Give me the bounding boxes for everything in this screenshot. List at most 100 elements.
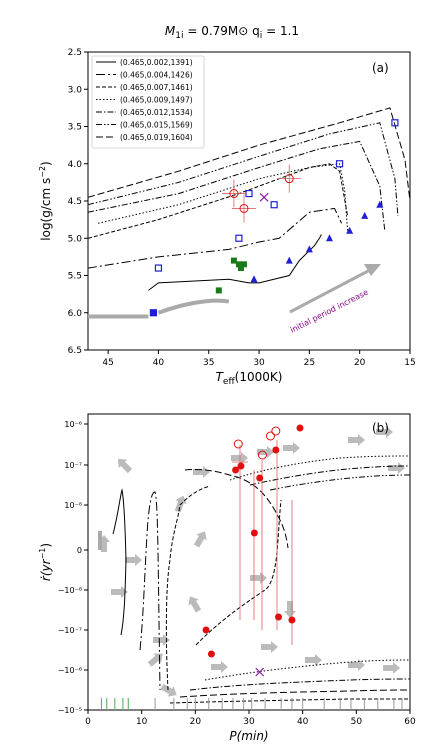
b-track-dotted — [229, 455, 411, 481]
x-tick-label: 45 — [102, 358, 113, 368]
blue-square-marker — [245, 189, 253, 198]
flow-arrow — [174, 495, 187, 513]
purple-cross — [259, 192, 269, 202]
title-m: M — [165, 24, 176, 38]
x-tick-label: 0 — [85, 717, 91, 727]
x-tick-label: 10 — [136, 717, 148, 727]
flow-arrow — [117, 458, 133, 474]
flow-arrow — [147, 653, 163, 667]
flow-arrow — [153, 634, 170, 646]
ylabel-sup: −2 — [38, 166, 47, 178]
red-filled-circle — [256, 474, 264, 482]
red-filled-circle — [250, 529, 258, 537]
series-line — [87, 107, 411, 202]
panel-b-xlabel: P(min) — [229, 729, 268, 743]
flow-arrow — [193, 531, 207, 548]
red-open-circle — [229, 189, 239, 199]
x-tick-label: 25 — [304, 358, 315, 368]
red-filled-circle — [237, 462, 245, 470]
panel-a: 45 40 35 30 25 20 15 2.5 3.0 3.5 4.0 4.5 5.0 5.5 6.0 6.… — [38, 48, 416, 387]
panel-a-markers — [149, 119, 399, 317]
y-tick-label: 6.5 — [68, 346, 82, 356]
blue-triangle-marker — [376, 200, 384, 208]
panel-b-error-bars — [232, 440, 293, 645]
flow-arrow — [188, 596, 202, 613]
b-ylabel-sup: −1 — [38, 548, 47, 560]
y-tick-label: −10⁻⁵ — [58, 706, 82, 715]
flow-arrow — [261, 641, 278, 653]
green-square-marker — [215, 287, 222, 294]
flow-arrow — [388, 462, 405, 474]
legend-entry: (0.465,0.012,1534) — [120, 108, 193, 117]
title-q: q — [248, 24, 259, 38]
panel-a-legend: (0.465,0.002,1391) (0.465,0.004,1426) (0.4… — [91, 55, 205, 149]
flow-arrow — [348, 434, 365, 446]
b-track-dashed-bottom — [169, 698, 410, 704]
flow-arrow — [160, 683, 177, 697]
blue-square-marker — [335, 160, 344, 168]
y-tick-label: 10⁻⁸ — [64, 501, 82, 510]
series-line — [87, 207, 343, 269]
legend-entry: (0.465,0.002,1391) — [120, 58, 193, 67]
panel-b: 10⁻⁶10⁻⁷10⁻⁸0−10⁻⁸−10⁻⁷−10⁻⁶−10⁻⁵0 10 20 30… — [38, 413, 416, 743]
flow-arrow — [125, 554, 142, 566]
blue-square-marker — [149, 309, 158, 317]
legend-entry: (0.465,0.015,1569) — [120, 121, 193, 130]
ylabel-end: ) — [39, 161, 53, 166]
green-square-marker — [240, 261, 247, 268]
y-tick-label: 5.5 — [68, 272, 82, 282]
red-open-circle — [257, 450, 267, 460]
red-open-circle — [239, 203, 249, 213]
green-square-marker — [237, 265, 244, 272]
red-filled-circle — [275, 613, 283, 621]
y-tick-label: 0 — [77, 546, 82, 555]
y-tick-label: 3.5 — [68, 123, 82, 133]
title-q-value: = 1.1 — [262, 24, 299, 38]
x-tick-label: 60 — [404, 717, 416, 727]
red-open-circle — [265, 431, 275, 441]
y-tick-label: 4.0 — [68, 160, 83, 170]
legend-entry: (0.465,0.019,1604) — [120, 133, 193, 142]
red-filled-circle — [272, 446, 280, 454]
period-annotation-text: initial period increase — [289, 288, 370, 335]
legend-box — [91, 55, 205, 149]
x-tick-label: 20 — [354, 358, 366, 368]
red-filled-circle — [207, 650, 215, 658]
y-tick-label: 4.5 — [68, 197, 82, 207]
b-track-solid — [112, 488, 127, 636]
y-tick-label: −10⁻⁶ — [58, 666, 82, 675]
blue-triangle-marker — [250, 275, 258, 283]
y-tick-label: −10⁻⁸ — [58, 586, 82, 595]
flow-arrow — [193, 466, 210, 478]
legend-entry: (0.465,0.007,1461) — [120, 83, 193, 92]
panel-b-label: (b) — [372, 421, 389, 435]
blue-triangle-marker — [305, 245, 313, 253]
series-line — [148, 234, 322, 291]
series-line — [87, 122, 399, 216]
title-q-sub: i — [260, 31, 263, 41]
blue-square-marker — [154, 264, 163, 272]
b-track-dashdot — [139, 491, 161, 691]
flow-arrow — [283, 442, 300, 454]
blue-square-marker — [235, 234, 243, 242]
y-tick-label: 10⁻⁷ — [64, 461, 82, 470]
blue-triangle-marker — [346, 226, 354, 234]
blue-triangle-marker — [285, 256, 293, 264]
b-track-dashdotdot — [269, 474, 411, 491]
panel-b-flow-arrows — [98, 426, 405, 697]
red-open-circle — [233, 439, 243, 449]
red-filled-circle — [296, 424, 304, 432]
flow-arrow — [284, 601, 296, 618]
flow-arrow — [305, 654, 322, 666]
y-tick-label: 2.5 — [68, 48, 82, 58]
x-tick-label: 30 — [253, 358, 265, 368]
purple-cross — [255, 667, 265, 677]
b-track-dotted-bottom — [204, 659, 411, 681]
xlabel-unit: (1000K) — [235, 370, 283, 384]
xlabel-sub: eff — [223, 377, 236, 387]
x-tick-label: 20 — [190, 717, 202, 727]
b-ylabel-main: ṙ(yr — [39, 558, 53, 581]
xlabel-t: T — [216, 370, 225, 384]
series-line — [87, 140, 386, 231]
x-tick-label: 50 — [351, 717, 363, 727]
